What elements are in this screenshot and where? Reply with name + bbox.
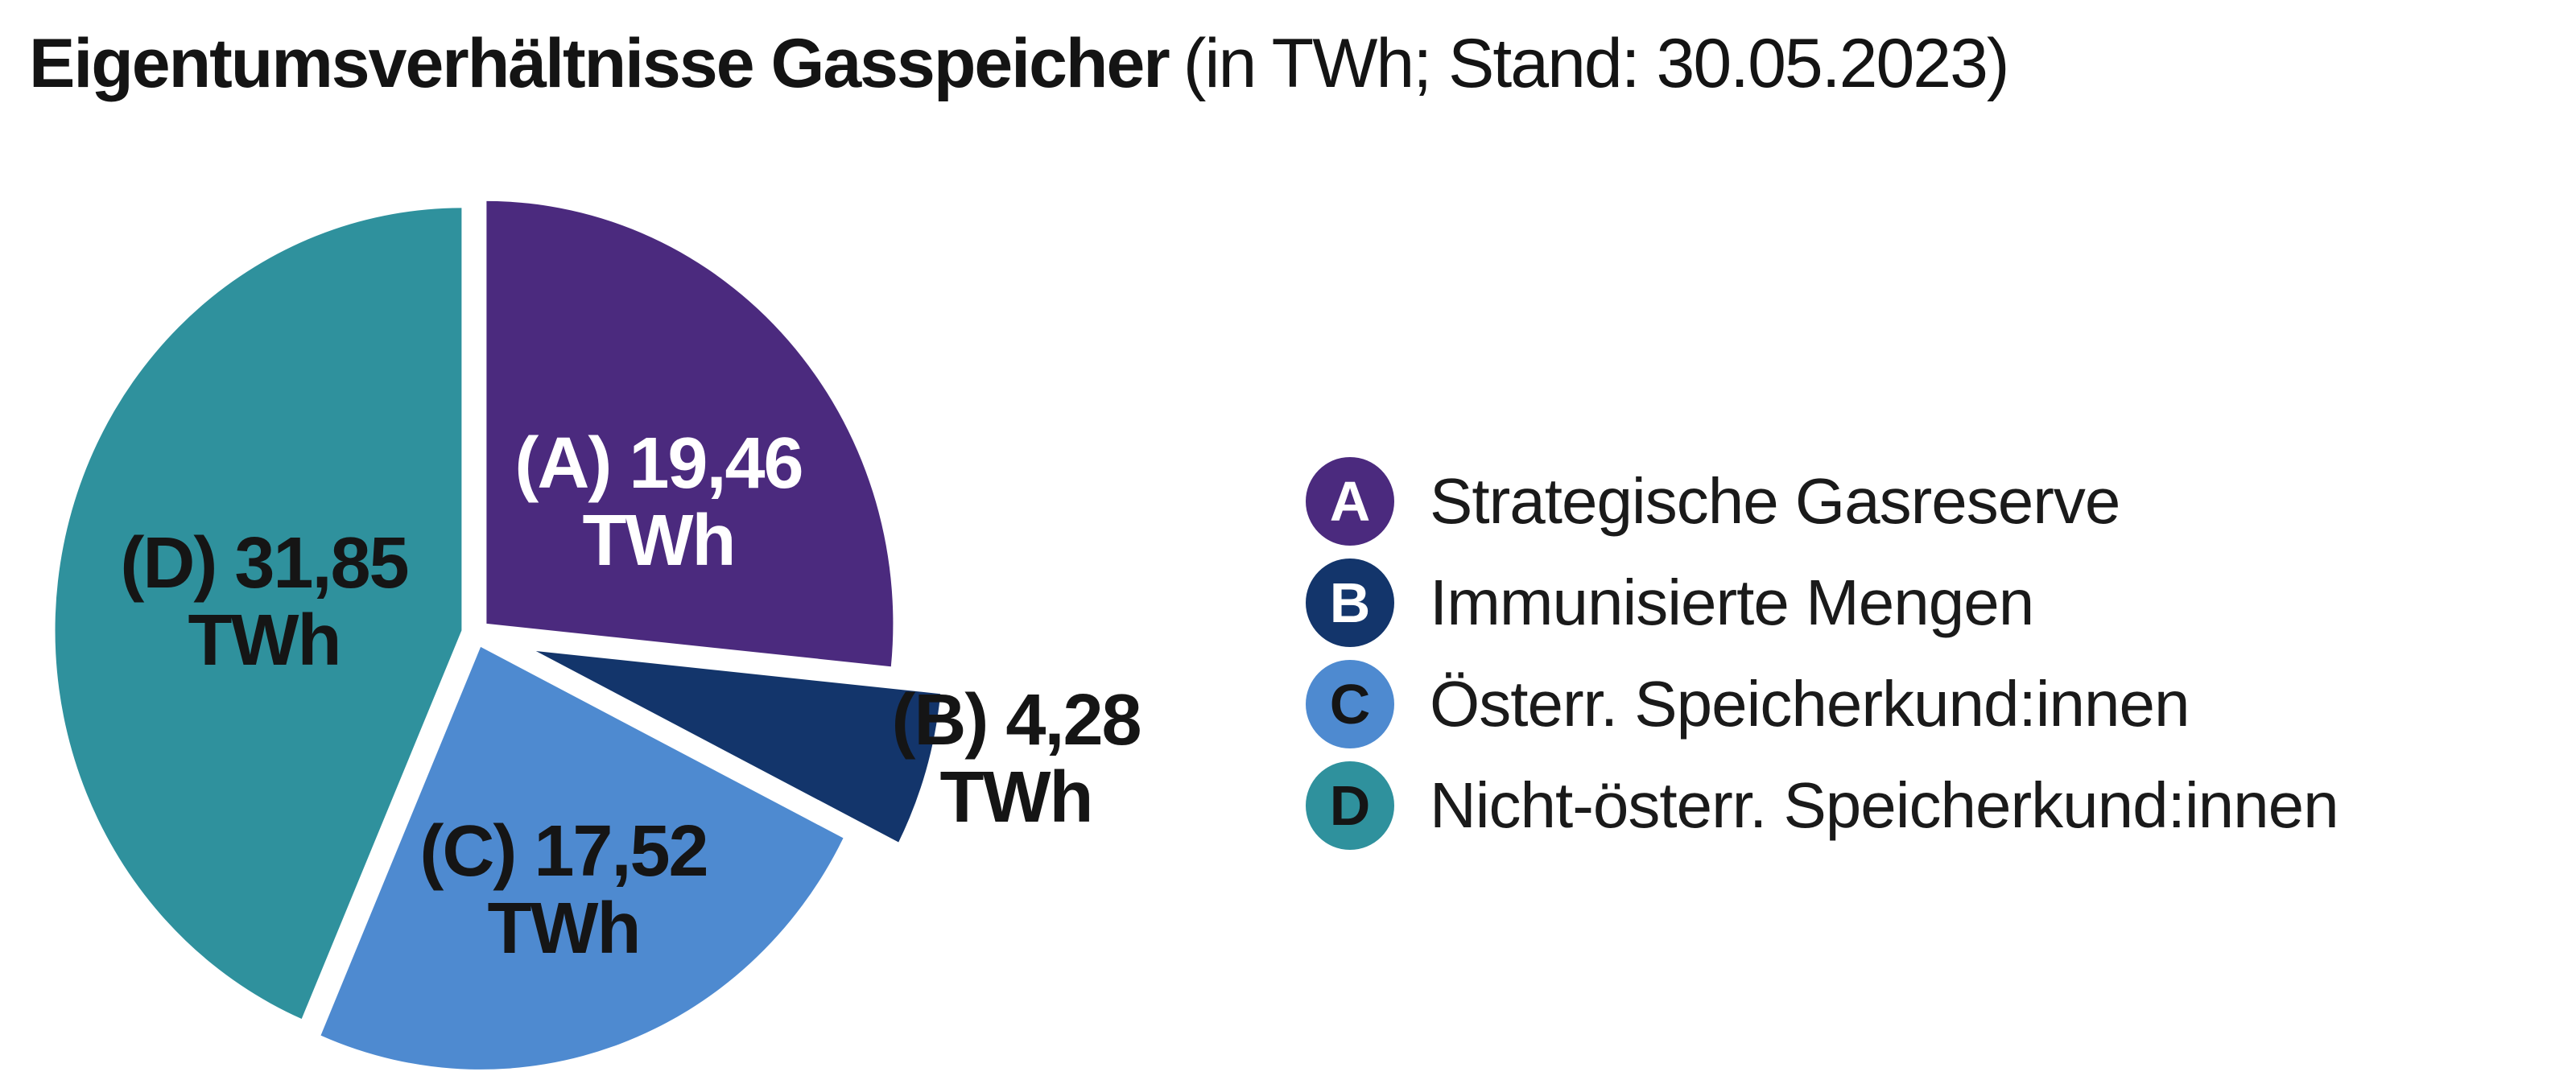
page-title-suffix: (in TWh; Stand: 30.05.2023) [1183, 25, 2010, 102]
legend-item-b: B Immunisierte Mengen [1306, 559, 2339, 647]
pie-label-a: (A) 19,46 TWh [514, 423, 802, 581]
legend-badge-d: D [1306, 761, 1394, 850]
pie-slice-c [320, 646, 844, 1070]
pie-slice-d [55, 208, 462, 1019]
legend-item-c: C Österr. Speicherkund:innen [1306, 660, 2339, 748]
pie-label-d: (D) 31,85 TWh [120, 523, 407, 681]
legend-label-a: Strategische Gasreserve [1430, 465, 2120, 537]
legend-label-c: Österr. Speicherkund:innen [1430, 668, 2190, 740]
legend-badge-a: A [1306, 457, 1394, 546]
pie-label-b: (B) 4,28 TWh [891, 680, 1140, 838]
legend-item-a: A Strategische Gasreserve [1306, 457, 2339, 546]
legend-badge-c: C [1306, 660, 1394, 748]
legend-label-d: Nicht-österr. Speicherkund:innen [1430, 769, 2339, 841]
page-title-main: Eigentumsverhältnisse Gasspeicher [29, 25, 1170, 102]
pie-label-c: (C) 17,52 TWh [419, 811, 707, 969]
legend: A Strategische Gasreserve B Immunisierte Me… [1306, 457, 2339, 863]
pie-slice-a [486, 200, 894, 667]
legend-label-b: Immunisierte Mengen [1430, 567, 2034, 638]
page-title: Eigentumsverhältnisse Gasspeicher (in TWh… [29, 23, 2010, 105]
pie-slice-b [535, 651, 941, 843]
legend-badge-b: B [1306, 559, 1394, 647]
legend-item-d: D Nicht-österr. Speicherkund:innen [1306, 761, 2339, 850]
